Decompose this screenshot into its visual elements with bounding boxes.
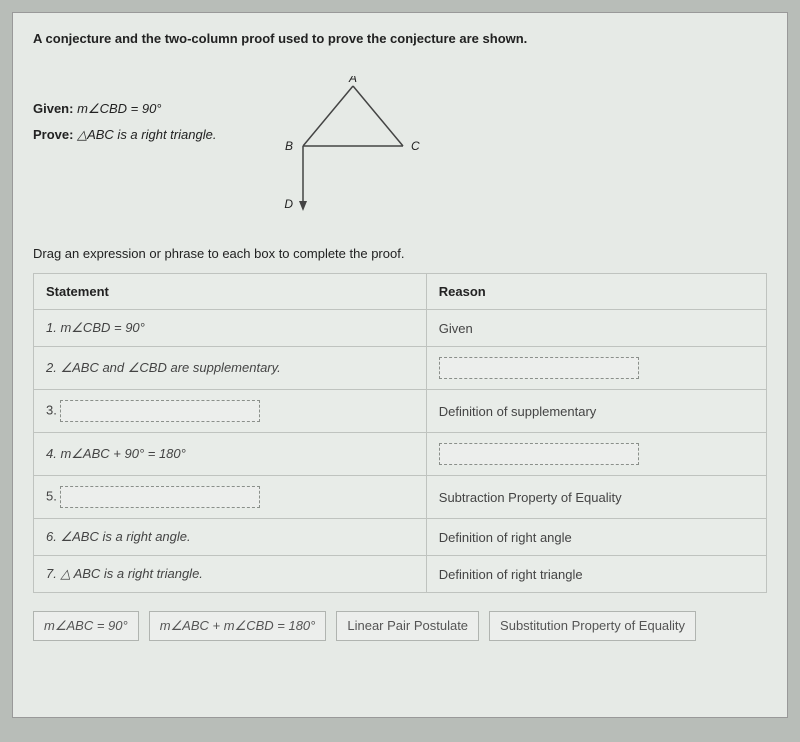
statement-text: 2. ∠ABC and ∠CBD are supplementary. bbox=[46, 360, 281, 375]
reason-cell bbox=[426, 433, 766, 476]
statement-text: 5. bbox=[46, 488, 57, 503]
table-header-row: Statement Reason bbox=[34, 274, 767, 310]
option-chip[interactable]: Substitution Property of Equality bbox=[489, 611, 696, 641]
statement-cell: 1. m∠CBD = 90° bbox=[34, 310, 427, 347]
prove-line: Prove: △ABC is a right triangle. bbox=[33, 127, 263, 143]
reason-cell: Given bbox=[426, 310, 766, 347]
given-line: Given: m∠CBD = 90° bbox=[33, 101, 263, 117]
worksheet-page: A conjecture and the two-column proof us… bbox=[12, 12, 788, 718]
reason-cell: Definition of right angle bbox=[426, 519, 766, 556]
table-row: 5. Subtraction Property of Equality bbox=[34, 476, 767, 519]
reason-cell: Definition of right triangle bbox=[426, 556, 766, 593]
statement-cell: 7. △ ABC is a right triangle. bbox=[34, 556, 427, 593]
header-reason: Reason bbox=[426, 274, 766, 310]
proof-table: Statement Reason 1. m∠CBD = 90° Given 2.… bbox=[33, 273, 767, 593]
prove-label: Prove: bbox=[33, 127, 73, 142]
triangle-diagram: A B C D bbox=[263, 76, 443, 226]
statement-cell: 6. ∠ABC is a right angle. bbox=[34, 519, 427, 556]
option-chip[interactable]: Linear Pair Postulate bbox=[336, 611, 479, 641]
statement-text: 6. ∠ABC is a right angle. bbox=[46, 529, 191, 544]
drop-slot[interactable] bbox=[439, 357, 639, 379]
option-chip[interactable]: m∠ABC + m∠CBD = 180° bbox=[149, 611, 327, 641]
reason-cell bbox=[426, 347, 766, 390]
table-row: 3. Definition of supplementary bbox=[34, 390, 767, 433]
table-row: 7. △ ABC is a right triangle. Definition… bbox=[34, 556, 767, 593]
point-a-label: A bbox=[348, 76, 357, 85]
drop-slot[interactable] bbox=[60, 400, 260, 422]
reason-cell: Definition of supplementary bbox=[426, 390, 766, 433]
drag-instruction: Drag an expression or phrase to each box… bbox=[33, 246, 767, 261]
intro-text: A conjecture and the two-column proof us… bbox=[33, 31, 767, 46]
given-prove-text: Given: m∠CBD = 90° Prove: △ABC is a righ… bbox=[33, 76, 263, 153]
statement-cell: 3. bbox=[34, 390, 427, 433]
point-b-label: B bbox=[285, 139, 293, 153]
point-d-label: D bbox=[284, 197, 293, 211]
reason-cell: Subtraction Property of Equality bbox=[426, 476, 766, 519]
table-row: 6. ∠ABC is a right angle. Definition of … bbox=[34, 519, 767, 556]
options-row: m∠ABC = 90° m∠ABC + m∠CBD = 180° Linear … bbox=[33, 611, 767, 641]
statement-text: 1. m∠CBD = 90° bbox=[46, 320, 145, 335]
statement-text: 3. bbox=[46, 402, 57, 417]
statement-cell: 2. ∠ABC and ∠CBD are supplementary. bbox=[34, 347, 427, 390]
drop-slot[interactable] bbox=[439, 443, 639, 465]
point-c-label: C bbox=[411, 139, 420, 153]
drop-slot[interactable] bbox=[60, 486, 260, 508]
given-prove-row: Given: m∠CBD = 90° Prove: △ABC is a righ… bbox=[33, 76, 767, 226]
given-label: Given: bbox=[33, 101, 73, 116]
statement-cell: 4. m∠ABC + 90° = 180° bbox=[34, 433, 427, 476]
option-chip[interactable]: m∠ABC = 90° bbox=[33, 611, 139, 641]
statement-cell: 5. bbox=[34, 476, 427, 519]
statement-text: 4. m∠ABC + 90° = 180° bbox=[46, 446, 186, 461]
given-value: m∠CBD = 90° bbox=[77, 101, 161, 116]
header-statement: Statement bbox=[34, 274, 427, 310]
table-row: 1. m∠CBD = 90° Given bbox=[34, 310, 767, 347]
prove-value: △ABC is a right triangle. bbox=[77, 127, 216, 142]
diagram-svg: A B C D bbox=[263, 76, 443, 226]
table-row: 4. m∠ABC + 90° = 180° bbox=[34, 433, 767, 476]
statement-text: 7. △ ABC is a right triangle. bbox=[46, 566, 203, 581]
table-row: 2. ∠ABC and ∠CBD are supplementary. bbox=[34, 347, 767, 390]
